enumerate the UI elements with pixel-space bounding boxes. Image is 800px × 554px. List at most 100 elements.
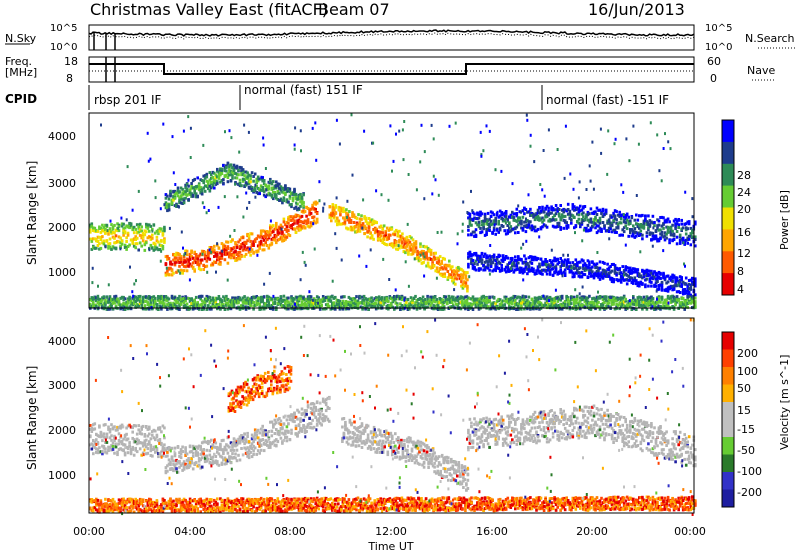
scatter-cell (443, 275, 446, 278)
scatter-cell (346, 212, 350, 216)
scatter-cell (618, 210, 621, 214)
scatter-cell (476, 212, 479, 216)
scatter-cell (184, 192, 187, 196)
scatter-cell (276, 301, 280, 305)
scatter-cell (246, 301, 249, 305)
scatter-cell (446, 270, 450, 273)
scatter-cell (258, 296, 261, 300)
scatter-cell (471, 295, 475, 299)
scatter-cell (600, 273, 603, 277)
scatter-cell (457, 269, 460, 273)
scatter-cell (172, 271, 175, 275)
scatter-cell (367, 297, 370, 301)
scatter-cell (246, 296, 249, 300)
scatter-cell (247, 249, 251, 253)
scatter-cell (287, 304, 290, 308)
scatter-cell (541, 208, 544, 212)
scatter-cell (129, 223, 133, 227)
scatter-cell (554, 204, 558, 207)
scatter-cell (450, 305, 454, 309)
scatter-cell (594, 263, 597, 267)
scatter-cell (606, 299, 609, 303)
scatter-cell (538, 265, 541, 269)
scatter-cell (538, 307, 541, 311)
scatter-cell (467, 305, 470, 309)
scatter-cell (610, 263, 614, 266)
scatter-cell (524, 260, 528, 264)
scatter-cell (182, 191, 186, 195)
freq-label: Freq. (5, 55, 32, 68)
scatter-cell (407, 242, 410, 246)
scatter-cell (591, 260, 594, 264)
scatter-cell (349, 297, 352, 301)
scatter-cell (234, 242, 237, 246)
scatter-cell (182, 298, 186, 302)
scatter-cell (244, 305, 248, 309)
scatter-cell (527, 210, 531, 214)
freq-tick-high: 18 (64, 55, 78, 68)
scatter-cell (488, 299, 491, 303)
scatter-cell (269, 193, 272, 197)
scatter-cell (669, 233, 673, 237)
scatter-cell (650, 280, 653, 284)
scatter-cell (302, 204, 305, 208)
scatter-cell (460, 273, 463, 277)
scatter-cell (238, 298, 242, 302)
scatter-cell (285, 198, 289, 202)
scatter-cell (187, 184, 190, 188)
scatter-cell (318, 304, 322, 308)
scatter-cell (613, 266, 617, 270)
scatter-cell (660, 284, 664, 288)
scatter-cell (629, 278, 632, 282)
scatter-cell (666, 274, 670, 278)
scatter-cell (418, 305, 422, 309)
scatter-cell (530, 266, 534, 270)
scatter-cell (535, 307, 538, 311)
scatter-cell (161, 301, 165, 305)
scatter-cell (246, 239, 249, 243)
scatter-cell (120, 224, 124, 228)
scatter-cell (194, 192, 198, 196)
scatter-cell (137, 226, 140, 230)
scatter-cell (573, 298, 576, 302)
scatter-cell (249, 253, 252, 257)
scatter-cell (545, 272, 549, 276)
scatter-cell (140, 303, 143, 307)
scatter-cell (281, 239, 284, 243)
scatter-cell (683, 242, 686, 246)
scatter-cell (479, 304, 482, 308)
scatter-cell (163, 225, 166, 229)
scatter-cell (282, 305, 286, 309)
scatter-cell (416, 256, 419, 259)
scatter-cell (669, 275, 673, 279)
scatter-cell (380, 298, 384, 302)
scatter-cell (545, 268, 549, 272)
scatter-cell (203, 176, 207, 180)
scatter-cell (179, 300, 183, 304)
scatter-cell (616, 224, 620, 228)
scatter-cell (615, 226, 618, 230)
scatter-cell (214, 173, 218, 177)
scatter-cell (99, 246, 103, 250)
scatter-cell (306, 207, 310, 210)
scatter-cell (270, 241, 274, 245)
scatter-cell (196, 262, 199, 266)
scatter-cell (107, 298, 110, 302)
scatter-cell (207, 295, 210, 299)
scatter-cell (452, 295, 455, 299)
scatter-cell (129, 299, 133, 303)
scatter-cell (660, 288, 664, 292)
scatter-cell (175, 260, 178, 264)
scatter-cell (179, 302, 183, 306)
scatter-cell (654, 236, 658, 240)
scatter-cell (340, 207, 344, 211)
scatter-cell (488, 296, 491, 300)
scatter-cell (408, 307, 411, 311)
scatter-cell (188, 255, 192, 259)
scatter-cell (497, 253, 500, 257)
scatter-cell (474, 233, 478, 237)
scatter-cell (406, 304, 410, 308)
scatter-cell (367, 301, 370, 305)
scatter-cell (92, 301, 95, 304)
scatter-cell (515, 219, 519, 223)
